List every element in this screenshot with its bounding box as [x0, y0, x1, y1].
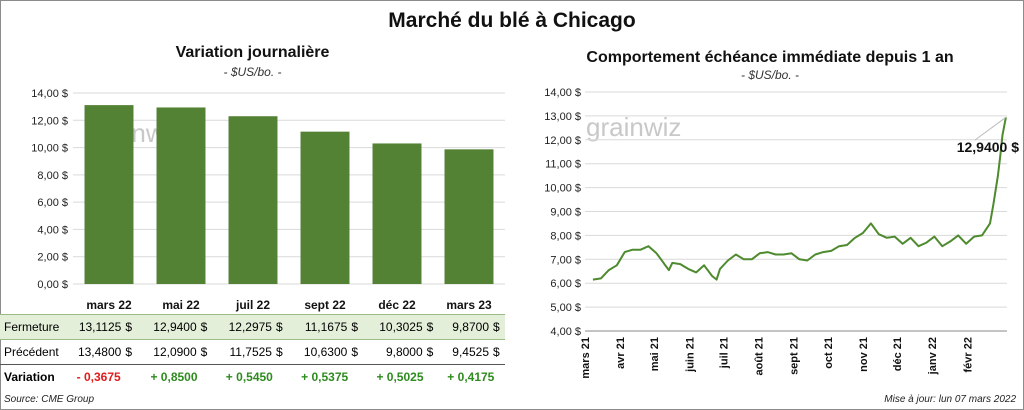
currency-cell: $	[273, 314, 288, 340]
x-tick-label: sept 22	[304, 298, 346, 312]
table-cell: 13,4800	[62, 339, 124, 365]
x-tick-label: juil 21	[718, 337, 730, 369]
y-tick-label: 13,00 $	[544, 111, 581, 123]
currency-cell: $	[424, 339, 439, 365]
currency-cell: $	[491, 339, 505, 365]
currency-cell: $	[123, 339, 138, 365]
bar	[444, 149, 494, 284]
currency-cell: $	[273, 339, 288, 365]
bar	[84, 105, 134, 284]
y-tick-label: 9,00 $	[550, 207, 581, 219]
table-cell: 9,8700	[438, 314, 491, 340]
x-tick-label: mai 22	[162, 298, 200, 312]
row-label: Fermeture	[0, 314, 62, 340]
table-row-variation: Variation - 0,3675 + 0,8500 + 0,5450 + 0…	[0, 365, 505, 390]
x-tick-label: déc 22	[378, 298, 416, 312]
y-tick-label: 12,00 $	[544, 135, 581, 147]
y-tick-label: 4,00 $	[37, 224, 68, 236]
table-cell: 10,6300	[287, 339, 350, 365]
y-tick-label: 2,00 $	[37, 252, 68, 264]
table-cell: 12,2975	[212, 314, 274, 340]
variation-cell: + 0,4175	[447, 370, 495, 384]
currency-cell: $	[349, 339, 364, 365]
watermark-right: grainwiz	[586, 112, 682, 142]
x-tick-label: janv 22	[927, 337, 939, 375]
x-tick-label: oct 21	[823, 337, 835, 369]
currency-cell: $	[349, 314, 364, 340]
variation-cell: + 0,5025	[376, 370, 424, 384]
y-tick-label: 11,00 $	[545, 159, 581, 171]
x-tick-label: avr 21	[615, 337, 627, 369]
y-tick-label: 12,00 $	[31, 115, 68, 127]
table-cell: 13,1125	[62, 314, 124, 340]
table-cell: 9,4525	[438, 339, 491, 365]
left-panel-subtitle: - $US/bo. -	[223, 65, 282, 79]
row-label: Précédent	[0, 339, 62, 365]
table-cell: 12,9400	[137, 314, 199, 340]
currency-cell: $	[198, 314, 213, 340]
table-row-previous: Précédent 13,4800 $ 12,0900 $ 11,7525 $ 10,…	[0, 339, 505, 365]
y-tick-label: 4,00 $	[550, 326, 581, 338]
right-panel-title: Comportement échéance immédiate depuis 1…	[586, 49, 954, 66]
row-label: Variation	[4, 370, 55, 384]
y-tick-label: 10,00 $	[544, 183, 581, 195]
y-tick-label: 5,00 $	[550, 302, 581, 314]
currency-cell: $	[491, 314, 505, 340]
x-tick-label: mars 23	[446, 298, 492, 312]
source-note: Source: CME Group	[4, 394, 95, 405]
currency-cell: $	[424, 314, 439, 340]
last-value-label: 12,9400 $	[957, 139, 1019, 155]
table-cell: 12,0900	[137, 339, 199, 365]
price-line	[592, 117, 1007, 281]
y-tick-label: 8,00 $	[550, 230, 581, 242]
x-tick-label: mars 22	[86, 298, 132, 312]
variation-cell: + 0,5375	[301, 370, 349, 384]
y-tick-label: 7,00 $	[550, 254, 581, 266]
futures-table: Fermeture 13,1125 $ 12,9400 $ 12,2975 $ 11,…	[0, 314, 505, 389]
x-tick-label: mars 21	[580, 337, 592, 379]
x-tick-label: nov 21	[858, 337, 870, 372]
y-tick-label: 0,00 $	[37, 279, 68, 291]
left-panel-title: Variation journalière	[175, 44, 330, 61]
y-tick-label: 6,00 $	[37, 197, 68, 209]
bar	[156, 107, 206, 284]
y-tick-label: 8,00 $	[37, 170, 68, 182]
x-tick-label: sept 21	[789, 337, 801, 375]
bar	[228, 116, 278, 285]
y-tick-label: 10,00 $	[31, 143, 68, 155]
variation-cell: + 0,5450	[225, 370, 273, 384]
main-title: Marché du blé à Chicago	[388, 9, 636, 32]
x-tick-label: juin 21	[684, 337, 696, 373]
variation-cell: + 0,8500	[150, 370, 198, 384]
y-tick-label: 14,00 $	[31, 88, 68, 100]
currency-cell: $	[198, 339, 213, 365]
table-row-close: Fermeture 13,1125 $ 12,9400 $ 12,2975 $ 11,…	[0, 314, 505, 340]
table-cell: 11,7525	[212, 339, 274, 365]
callout-leader	[974, 116, 1007, 141]
table-cell: 9,8000	[363, 339, 425, 365]
currency-cell: $	[123, 314, 138, 340]
right-panel-subtitle: - $US/bo. -	[740, 68, 800, 82]
variation-cell: - 0,3675	[76, 370, 121, 384]
table-cell: 10,3025	[363, 314, 425, 340]
x-tick-label: déc 21	[892, 337, 904, 371]
x-tick-label: août 21	[754, 337, 766, 376]
table-cell: 11,1675	[287, 314, 350, 340]
x-tick-label: mai 21	[649, 337, 661, 371]
bar	[300, 131, 350, 284]
bar	[372, 143, 422, 284]
x-tick-label: juil 22	[235, 298, 270, 312]
update-note: Mise à jour: lun 07 mars 2022	[884, 394, 1016, 405]
x-tick-label: févr 22	[962, 337, 974, 372]
y-tick-label: 6,00 $	[550, 278, 581, 290]
y-tick-label: 14,00 $	[544, 87, 581, 99]
